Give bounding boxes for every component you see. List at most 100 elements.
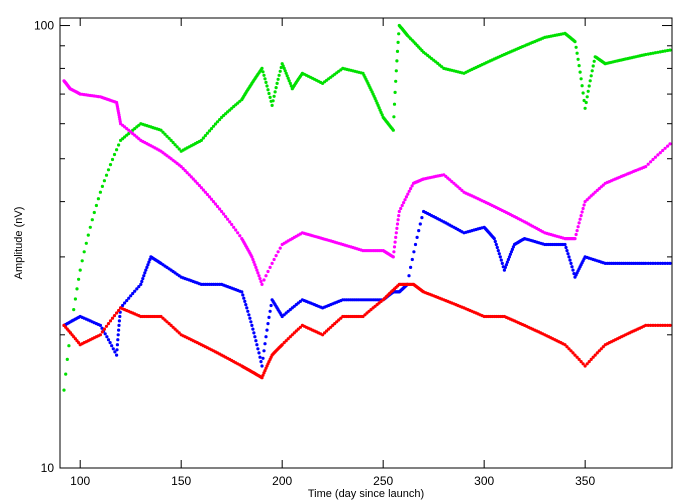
data-point xyxy=(644,52,648,57)
data-point xyxy=(240,290,244,294)
data-point xyxy=(199,186,203,190)
data-point xyxy=(661,323,665,327)
x-axis-label: Time (day since launch) xyxy=(308,488,424,500)
data-point xyxy=(649,323,653,327)
data-point xyxy=(397,32,401,36)
data-point xyxy=(197,183,201,188)
data-point xyxy=(145,265,149,269)
data-point xyxy=(241,293,245,297)
data-point xyxy=(396,218,400,222)
data-point xyxy=(260,282,264,286)
data-point xyxy=(407,189,411,193)
data-point xyxy=(269,303,273,308)
data-point xyxy=(500,261,504,265)
data-point xyxy=(668,323,672,327)
data-point xyxy=(644,261,648,265)
data-point xyxy=(100,326,104,330)
data-point xyxy=(663,49,667,53)
data-point xyxy=(270,261,274,265)
data-point xyxy=(261,70,265,74)
data-point xyxy=(255,268,259,272)
data-point xyxy=(67,344,71,348)
data-point xyxy=(169,323,173,327)
data-point xyxy=(569,349,573,353)
data-point xyxy=(102,179,106,183)
data-point xyxy=(591,355,595,359)
data-point xyxy=(260,364,264,368)
data-point xyxy=(410,257,414,262)
data-point xyxy=(265,84,269,88)
data-point xyxy=(106,168,111,172)
data-point xyxy=(577,64,581,68)
data-point xyxy=(321,333,325,337)
data-point xyxy=(112,152,117,157)
data-point xyxy=(658,323,662,327)
data-point xyxy=(579,360,583,364)
data-point xyxy=(222,212,226,216)
data-point xyxy=(261,373,265,377)
data-point xyxy=(251,257,255,262)
data-point xyxy=(232,225,236,229)
data-point xyxy=(238,234,242,238)
data-point xyxy=(179,165,183,169)
data-point xyxy=(161,130,165,134)
data-point xyxy=(234,228,238,232)
data-point xyxy=(653,155,658,159)
data-point xyxy=(378,108,382,112)
data-point xyxy=(663,323,667,327)
data-point xyxy=(668,142,672,146)
x-tick-label: 300 xyxy=(474,474,494,488)
data-point xyxy=(573,237,577,241)
data-point xyxy=(82,250,86,254)
data-point xyxy=(276,250,280,254)
data-point xyxy=(507,255,511,259)
data-point xyxy=(646,261,650,265)
data-point xyxy=(666,323,670,327)
data-point xyxy=(492,237,496,241)
data-point xyxy=(259,360,263,364)
data-point xyxy=(577,221,581,225)
data-point xyxy=(275,81,279,85)
data-point xyxy=(148,257,152,262)
data-point xyxy=(86,233,90,237)
data-point xyxy=(415,235,419,239)
data-point xyxy=(100,184,104,188)
data-point xyxy=(169,138,173,142)
data-point xyxy=(323,331,327,335)
data-point xyxy=(218,118,222,122)
data-point xyxy=(177,147,181,151)
data-point xyxy=(271,99,275,103)
data-point xyxy=(165,320,169,324)
data-point xyxy=(115,311,119,315)
data-point xyxy=(261,356,265,360)
data-point xyxy=(282,341,286,345)
data-point xyxy=(574,232,578,237)
data-point xyxy=(656,323,660,327)
series-1 xyxy=(62,79,672,286)
data-points xyxy=(62,23,672,392)
data-point xyxy=(402,201,406,205)
x-tick-label: 100 xyxy=(70,474,90,488)
data-point xyxy=(591,192,595,196)
data-point xyxy=(191,177,195,181)
data-point xyxy=(260,376,264,380)
data-point xyxy=(394,69,398,73)
data-point xyxy=(115,353,119,357)
data-point xyxy=(651,261,655,265)
data-point xyxy=(508,252,512,256)
data-point xyxy=(259,279,263,284)
data-point xyxy=(575,355,579,359)
data-point xyxy=(226,110,230,114)
data-point xyxy=(256,271,260,275)
data-point xyxy=(220,115,224,119)
data-point xyxy=(412,250,416,254)
y-axis-label: Amplitude (nV) xyxy=(13,207,25,280)
data-point xyxy=(201,136,205,140)
data-point xyxy=(211,124,216,128)
data-point xyxy=(651,157,655,162)
data-point xyxy=(393,240,397,244)
data-point xyxy=(287,79,291,83)
data-point xyxy=(123,301,127,305)
data-point xyxy=(175,145,179,149)
